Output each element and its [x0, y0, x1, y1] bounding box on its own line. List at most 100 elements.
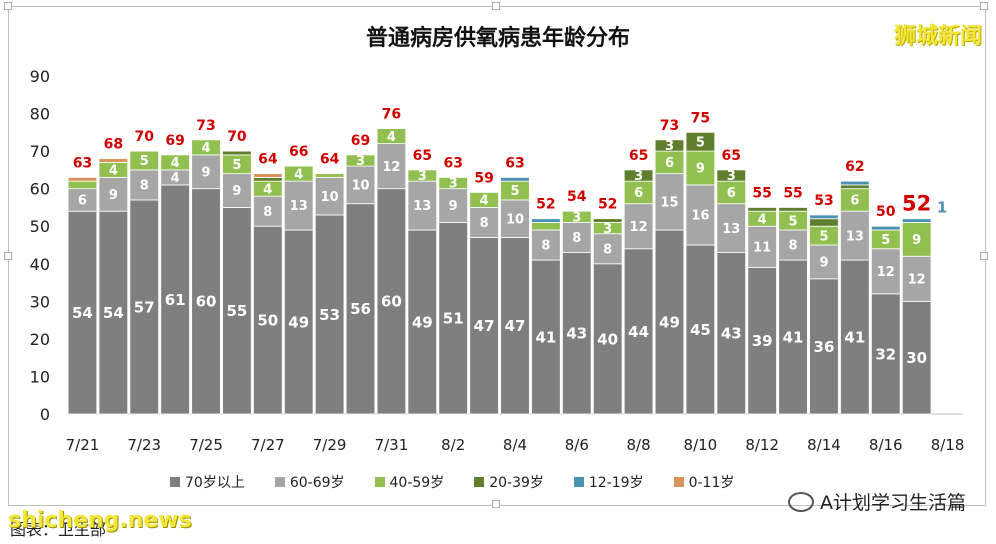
data-label: 45	[690, 321, 711, 339]
y-tick-label: 60	[30, 180, 50, 199]
bar-segment	[67, 180, 98, 190]
data-label: 8	[541, 239, 550, 254]
data-label: 3	[603, 222, 612, 237]
bar-segment	[592, 263, 623, 415]
data-label: 12	[630, 220, 648, 235]
site-watermark: shicheng.news	[8, 508, 192, 533]
y-tick-label: 10	[30, 367, 50, 386]
data-label: 6	[78, 194, 87, 209]
data-label: 44	[628, 323, 649, 341]
bar-segment	[314, 214, 345, 415]
data-label: 4	[109, 164, 118, 179]
bar-segment	[901, 218, 932, 223]
data-label: 3	[356, 154, 365, 169]
data-label: 60	[381, 293, 402, 311]
bar-segment	[438, 188, 468, 223]
bar-segment	[67, 210, 98, 415]
data-label: 54	[103, 304, 124, 322]
bar-segment	[623, 169, 654, 182]
data-label: 43	[566, 325, 587, 343]
y-tick-label: 50	[30, 217, 50, 236]
resize-handle[interactable]	[980, 2, 988, 10]
bar-segment	[623, 203, 654, 250]
bar-segment	[438, 176, 468, 190]
resize-handle[interactable]	[492, 2, 500, 10]
bar-segment	[901, 255, 932, 302]
total-label: 69	[165, 133, 184, 149]
total-label: 50	[876, 204, 896, 220]
x-tick-label: 8/18	[931, 436, 965, 454]
data-label: 4	[758, 212, 767, 227]
total-label: 70	[227, 129, 247, 145]
data-label: 3	[572, 211, 581, 226]
resize-handle[interactable]	[980, 252, 988, 260]
data-label: 57	[134, 298, 155, 316]
data-label: 10	[506, 212, 524, 227]
legend-swatch	[474, 477, 485, 487]
data-label: 4	[263, 182, 272, 197]
data-label: 12	[382, 160, 400, 175]
bar-segment	[283, 229, 314, 415]
bar-segment	[809, 278, 839, 415]
wechat-icon	[788, 491, 814, 512]
resize-handle[interactable]	[4, 2, 12, 10]
bar-segment	[500, 237, 530, 415]
legend-item: 0-11岁	[673, 472, 734, 492]
bar-segment	[870, 248, 901, 295]
bar-segment	[778, 207, 808, 212]
bar-segment	[253, 195, 283, 227]
y-tick-label: 20	[30, 330, 50, 349]
data-label: 41	[535, 328, 556, 346]
resize-handle[interactable]	[492, 500, 500, 508]
resize-handle[interactable]	[4, 252, 12, 260]
legend-swatch	[573, 477, 584, 487]
bar-segment	[685, 150, 716, 186]
data-label: 9	[232, 184, 241, 199]
legend-label: 60-69岁	[289, 475, 345, 491]
total-label: 64	[320, 152, 340, 168]
data-label: 49	[288, 313, 309, 331]
total-label: 54	[567, 189, 587, 205]
bar-segment	[901, 300, 932, 415]
legend-item: 40-59岁	[374, 472, 444, 492]
bar-segment	[376, 188, 407, 415]
bar-segment	[98, 158, 129, 163]
data-label: 49	[412, 313, 433, 331]
bar-segment	[685, 131, 716, 152]
legend-label: 20-39岁	[489, 475, 544, 491]
bar-segment	[314, 173, 345, 178]
bar-segment	[191, 139, 221, 156]
bar-segment	[870, 293, 901, 415]
y-tick-label: 80	[30, 105, 50, 124]
y-tick-label: 70	[30, 142, 50, 161]
bar-segment	[345, 165, 376, 205]
data-label: 5	[232, 158, 241, 173]
bar-segment	[253, 225, 283, 415]
total-label: 65	[722, 148, 741, 164]
data-label: 6	[850, 194, 859, 209]
data-label: 30	[906, 349, 927, 367]
total-label: 68	[104, 137, 123, 153]
x-tick-label: 8/4	[503, 436, 527, 454]
bar-segment	[809, 214, 839, 220]
total-label: 65	[629, 148, 648, 164]
data-label: 3	[634, 169, 643, 184]
total-label: 63	[73, 155, 92, 171]
bar-segment	[778, 229, 808, 261]
bar-segment	[562, 210, 592, 223]
data-label: 6	[727, 186, 736, 201]
data-label: 11	[753, 241, 771, 256]
bar-segment	[67, 176, 98, 182]
bar-segment	[376, 143, 407, 190]
total-label: 63	[505, 155, 524, 171]
bar-segment	[716, 169, 747, 182]
bar-segment	[191, 154, 221, 190]
x-tick-label: 8/6	[565, 436, 589, 454]
source-caption: 图表：卫生部	[10, 520, 107, 539]
data-label: 36	[814, 338, 835, 356]
x-tick-label: 8/12	[745, 436, 779, 454]
bar-segment	[531, 259, 561, 415]
x-tick-label: 7/23	[127, 436, 161, 454]
bar-segment	[314, 176, 345, 216]
chart-legend: 70岁以上 60-69岁 40-59岁 20-39岁 12-19岁 0-11岁	[170, 472, 734, 492]
